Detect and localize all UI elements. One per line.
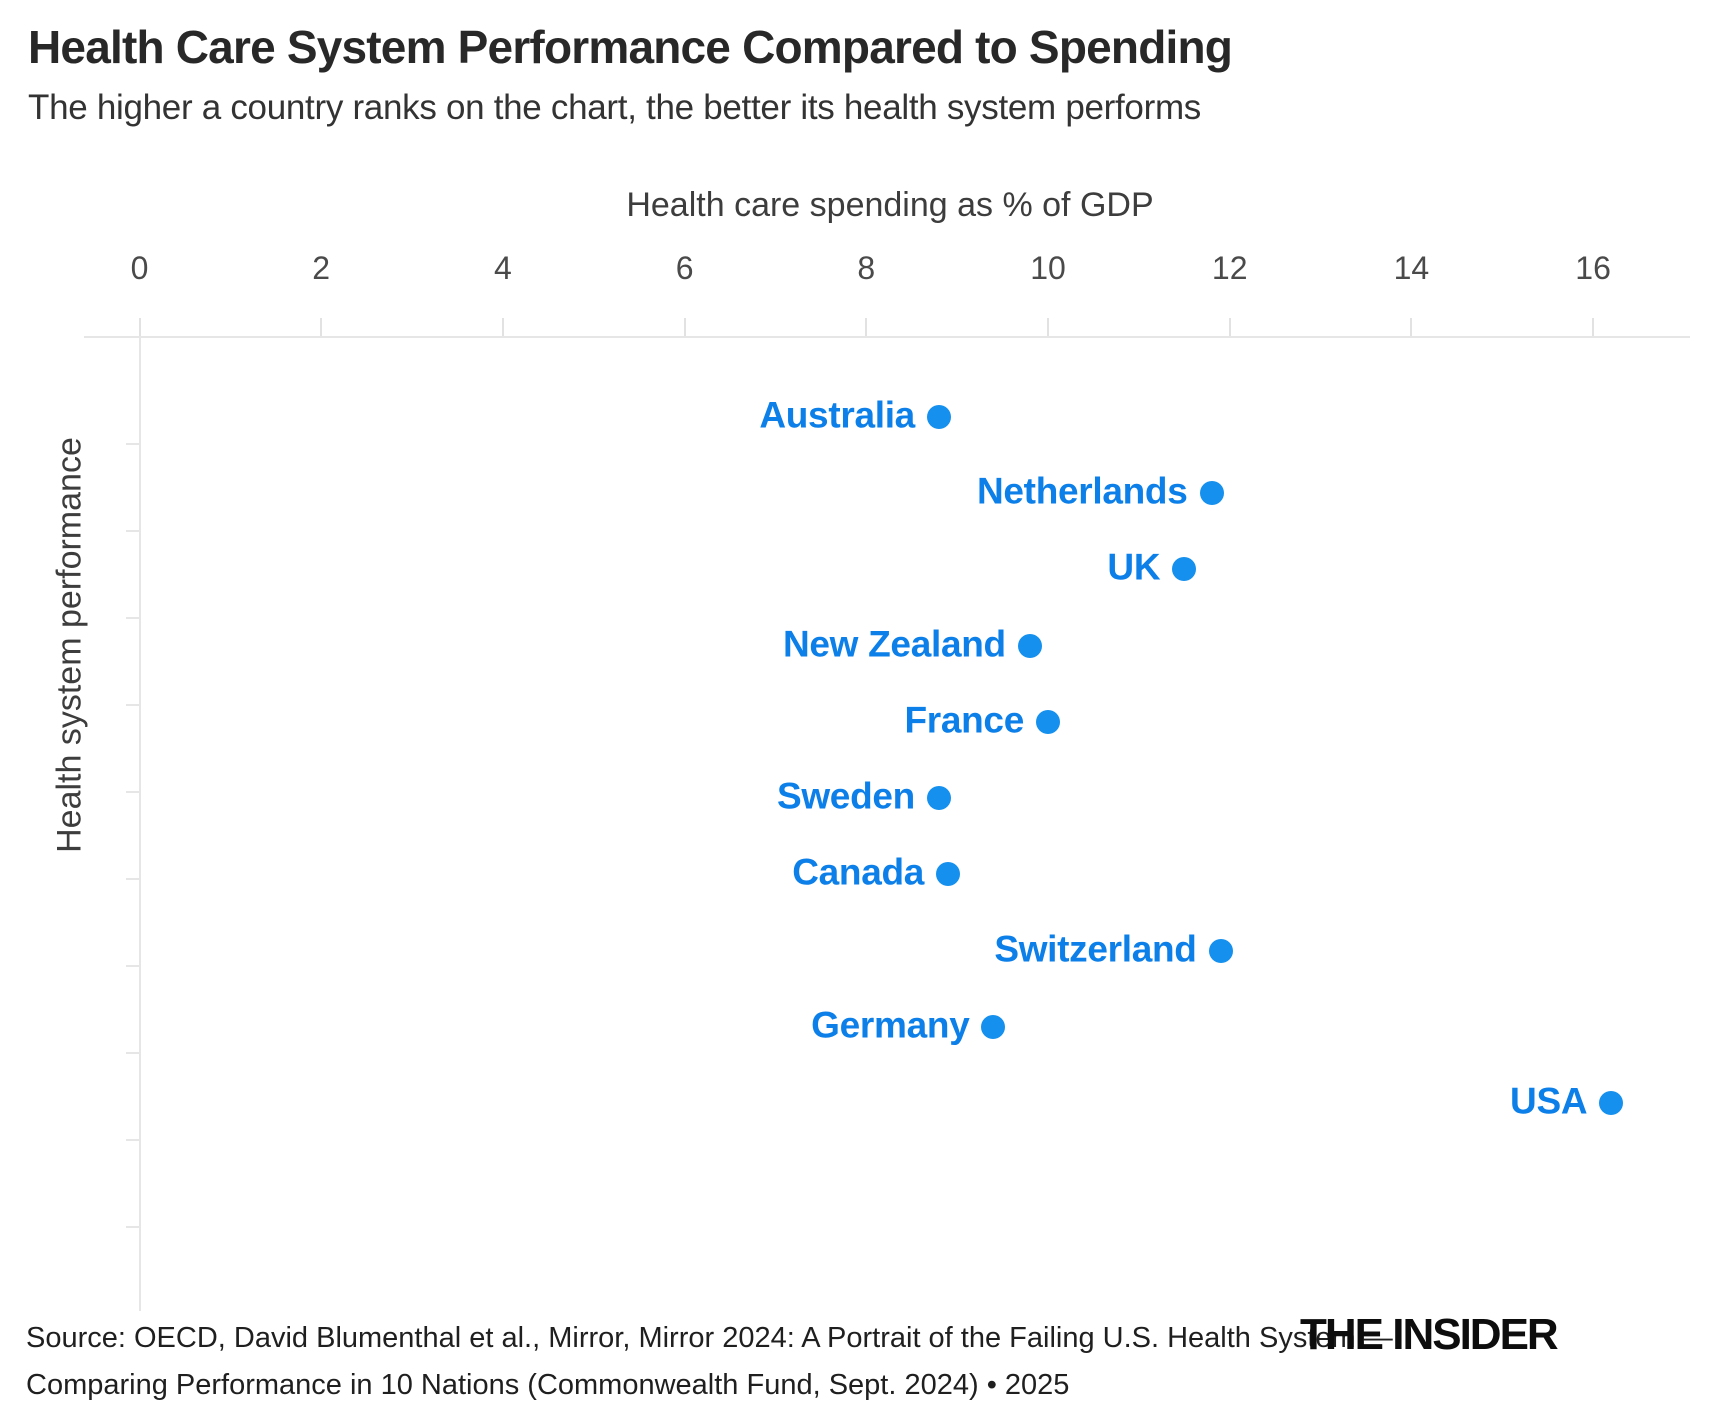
x-tick-label: 6 bbox=[675, 250, 694, 286]
y-axis-label: Health system performance bbox=[50, 437, 89, 853]
y-tick-mark bbox=[126, 704, 140, 706]
x-tick-mark bbox=[683, 318, 686, 337]
x-tick-mark bbox=[320, 318, 323, 337]
x-tick-label: 10 bbox=[1030, 250, 1066, 286]
publisher-logo: THE INSIDER bbox=[1300, 1310, 1559, 1359]
y-axis-line bbox=[139, 336, 141, 1311]
data-point-dot bbox=[981, 1014, 1006, 1039]
y-tick-mark bbox=[126, 878, 140, 880]
y-tick-mark bbox=[126, 443, 140, 445]
x-tick-label: 12 bbox=[1211, 250, 1248, 286]
y-tick-mark bbox=[126, 530, 140, 532]
x-tick-mark bbox=[1410, 318, 1413, 337]
x-tick-label: 0 bbox=[130, 250, 149, 286]
x-tick-mark bbox=[138, 318, 141, 337]
x-tick-mark bbox=[1228, 318, 1231, 337]
country-label: UK bbox=[1107, 546, 1161, 588]
country-label: Switzerland bbox=[994, 927, 1197, 969]
source-line-1: Source: OECD, David Blumenthal et al., M… bbox=[26, 1322, 1393, 1354]
country-label: New Zealand bbox=[782, 622, 1006, 664]
country-label: Sweden bbox=[776, 775, 915, 817]
chart-subtitle: The higher a country ranks on the chart,… bbox=[28, 88, 1202, 127]
country-label: France bbox=[904, 699, 1024, 741]
x-tick-mark bbox=[865, 318, 868, 337]
x-tick-label: 8 bbox=[857, 250, 876, 286]
y-tick-mark bbox=[126, 1052, 140, 1054]
y-tick-mark bbox=[126, 1139, 140, 1141]
country-label: USA bbox=[1510, 1080, 1588, 1122]
data-point-dot bbox=[926, 786, 951, 811]
x-tick-mark bbox=[1047, 318, 1049, 337]
data-point-dot bbox=[1199, 481, 1224, 506]
data-point-dot bbox=[1208, 938, 1233, 963]
y-tick-mark bbox=[126, 617, 140, 619]
country-label: Germany bbox=[811, 1004, 970, 1046]
x-tick-label: 16 bbox=[1575, 250, 1611, 286]
data-point-dot bbox=[936, 862, 961, 887]
x-axis-line bbox=[84, 336, 1690, 338]
x-tick-label: 4 bbox=[493, 250, 512, 286]
y-tick-mark bbox=[126, 965, 140, 967]
data-point-dot bbox=[1599, 1090, 1624, 1115]
data-point-dot bbox=[1036, 709, 1060, 734]
y-tick-mark bbox=[126, 1226, 140, 1228]
x-tick-label: 14 bbox=[1393, 250, 1430, 286]
country-label: Canada bbox=[792, 851, 925, 893]
country-label: Netherlands bbox=[976, 470, 1188, 512]
x-tick-mark bbox=[1592, 318, 1595, 337]
x-tick-label: 2 bbox=[312, 250, 331, 286]
data-point-dot bbox=[1172, 557, 1197, 582]
source-line-2: Comparing Performance in 10 Nations (Com… bbox=[26, 1369, 1070, 1401]
x-axis-title: Health care spending as % of GDP bbox=[626, 186, 1154, 224]
y-tick-mark bbox=[126, 791, 140, 793]
page-title: Health Care System Performance Compared … bbox=[28, 21, 1233, 73]
data-point-dot bbox=[926, 405, 951, 429]
x-tick-mark bbox=[501, 318, 504, 337]
country-label: Australia bbox=[759, 394, 915, 436]
source-note: Source: OECD, David Blumenthal et al., M… bbox=[26, 1315, 1393, 1403]
data-point-dot bbox=[1017, 633, 1042, 658]
